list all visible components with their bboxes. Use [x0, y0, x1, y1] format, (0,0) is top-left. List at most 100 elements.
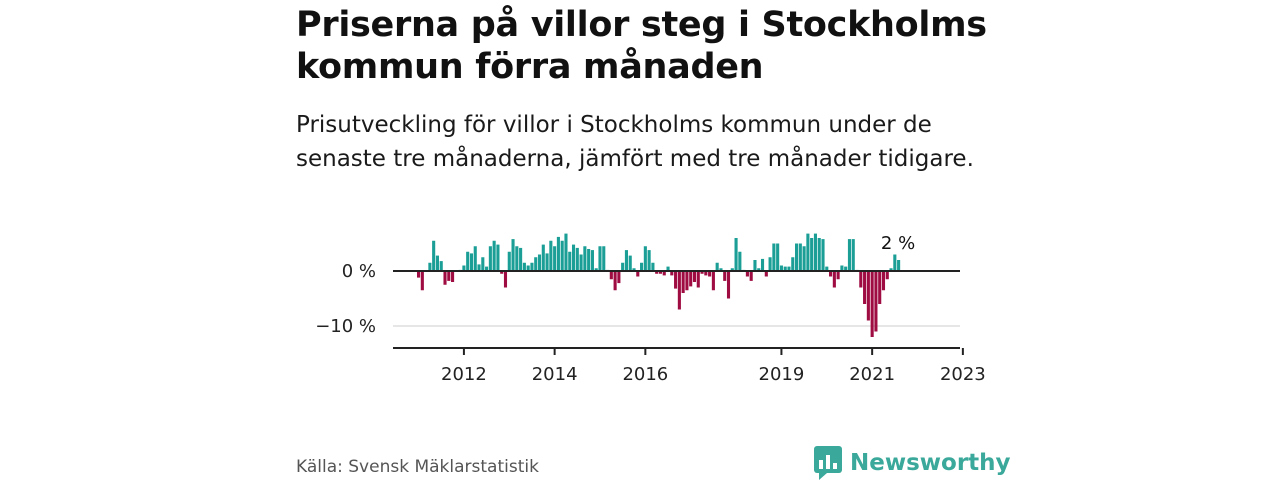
bar: [749, 271, 753, 281]
x-tick-label: 2019: [759, 364, 805, 385]
bar: [700, 271, 704, 274]
bar: [435, 255, 439, 271]
bars: [417, 233, 901, 337]
bar: [711, 271, 715, 291]
bar: [692, 271, 697, 282]
bar: [870, 271, 874, 337]
bar: [613, 271, 617, 291]
bar: [556, 236, 560, 271]
bar: [417, 271, 421, 278]
bar: [840, 265, 844, 271]
bar: [451, 271, 455, 282]
bar: [723, 271, 727, 281]
bar: [640, 262, 644, 271]
bar: [689, 271, 693, 287]
source-credit: Källa: Svensk Mäklarstatistik: [296, 457, 539, 477]
bar: [575, 247, 579, 271]
bar-chart-speech-icon: [814, 446, 842, 480]
bar: [674, 271, 678, 289]
bar: [624, 250, 628, 271]
x-tick-label: 2023: [940, 364, 986, 385]
bar: [897, 260, 901, 271]
brand-logo[interactable]: Newsworthy: [814, 446, 1011, 480]
bar: [568, 251, 572, 271]
bar: [764, 271, 768, 277]
bar: [583, 246, 587, 271]
bar: [753, 260, 757, 271]
brand-name: Newsworthy: [850, 450, 1011, 476]
bar: [602, 246, 606, 271]
bar: [537, 254, 542, 271]
last-value-label: 2 %: [881, 233, 915, 254]
bar: [662, 271, 666, 276]
bar: [560, 240, 564, 271]
bar: [628, 255, 632, 271]
bar: [658, 271, 663, 274]
tick-labels: 0 % −10 % 2012 2014 2016 2019 2021 2023 2 %: [315, 233, 986, 385]
bar: [485, 266, 489, 271]
bar: [768, 257, 772, 271]
bar: [704, 271, 708, 276]
bar: [466, 251, 470, 271]
bar: [503, 271, 508, 288]
bar: [685, 271, 689, 291]
bar: [851, 239, 855, 271]
bar: [760, 258, 765, 271]
bar: [772, 243, 776, 271]
bar: [541, 244, 545, 271]
axes: [393, 270, 964, 355]
bar: [878, 271, 882, 304]
bar: [802, 246, 806, 271]
bar: [477, 264, 481, 271]
bar: [632, 268, 636, 271]
bar: [893, 254, 897, 271]
bar: [553, 246, 557, 271]
bar: [609, 271, 613, 280]
bar: [647, 250, 651, 271]
bar: [481, 257, 485, 271]
bar: [500, 271, 504, 274]
bar: [726, 271, 731, 299]
bar: [496, 244, 500, 271]
bar: [530, 262, 534, 271]
bar: [492, 240, 496, 271]
bar: [889, 268, 893, 271]
bar: [534, 257, 538, 271]
bar-chart: 0 % −10 % 2012 2014 2016 2019 2021 2023 2 %: [315, 233, 986, 385]
bar: [462, 265, 466, 271]
bar: [810, 238, 814, 271]
bar: [715, 262, 719, 271]
x-tick-label: 2014: [532, 364, 578, 385]
x-tick-label: 2021: [849, 364, 895, 385]
bar: [507, 251, 511, 271]
bar: [447, 271, 451, 281]
bar: [549, 240, 553, 271]
bar: [545, 253, 549, 271]
bar: [757, 268, 761, 271]
bar: [473, 246, 477, 271]
bar: [866, 271, 870, 321]
y-tick-label: −10 %: [315, 316, 376, 337]
bar: [730, 268, 734, 271]
bar: [859, 271, 863, 288]
bar: [522, 262, 526, 271]
bar: [885, 271, 889, 280]
bar: [643, 246, 647, 271]
bar: [617, 271, 621, 284]
bar: [670, 271, 674, 276]
bar: [564, 233, 568, 271]
bar: [621, 262, 625, 271]
y-tick-label: 0 %: [342, 261, 376, 282]
bar: [579, 254, 583, 271]
bar: [738, 251, 742, 271]
bar: [881, 271, 886, 291]
bar: [874, 271, 878, 332]
x-tick-label: 2012: [441, 364, 487, 385]
bar: [798, 243, 802, 271]
bar: [776, 243, 780, 271]
bar: [806, 233, 810, 271]
bar: [783, 266, 787, 271]
bar: [526, 265, 530, 271]
bar: [469, 253, 474, 271]
bar: [821, 239, 825, 271]
